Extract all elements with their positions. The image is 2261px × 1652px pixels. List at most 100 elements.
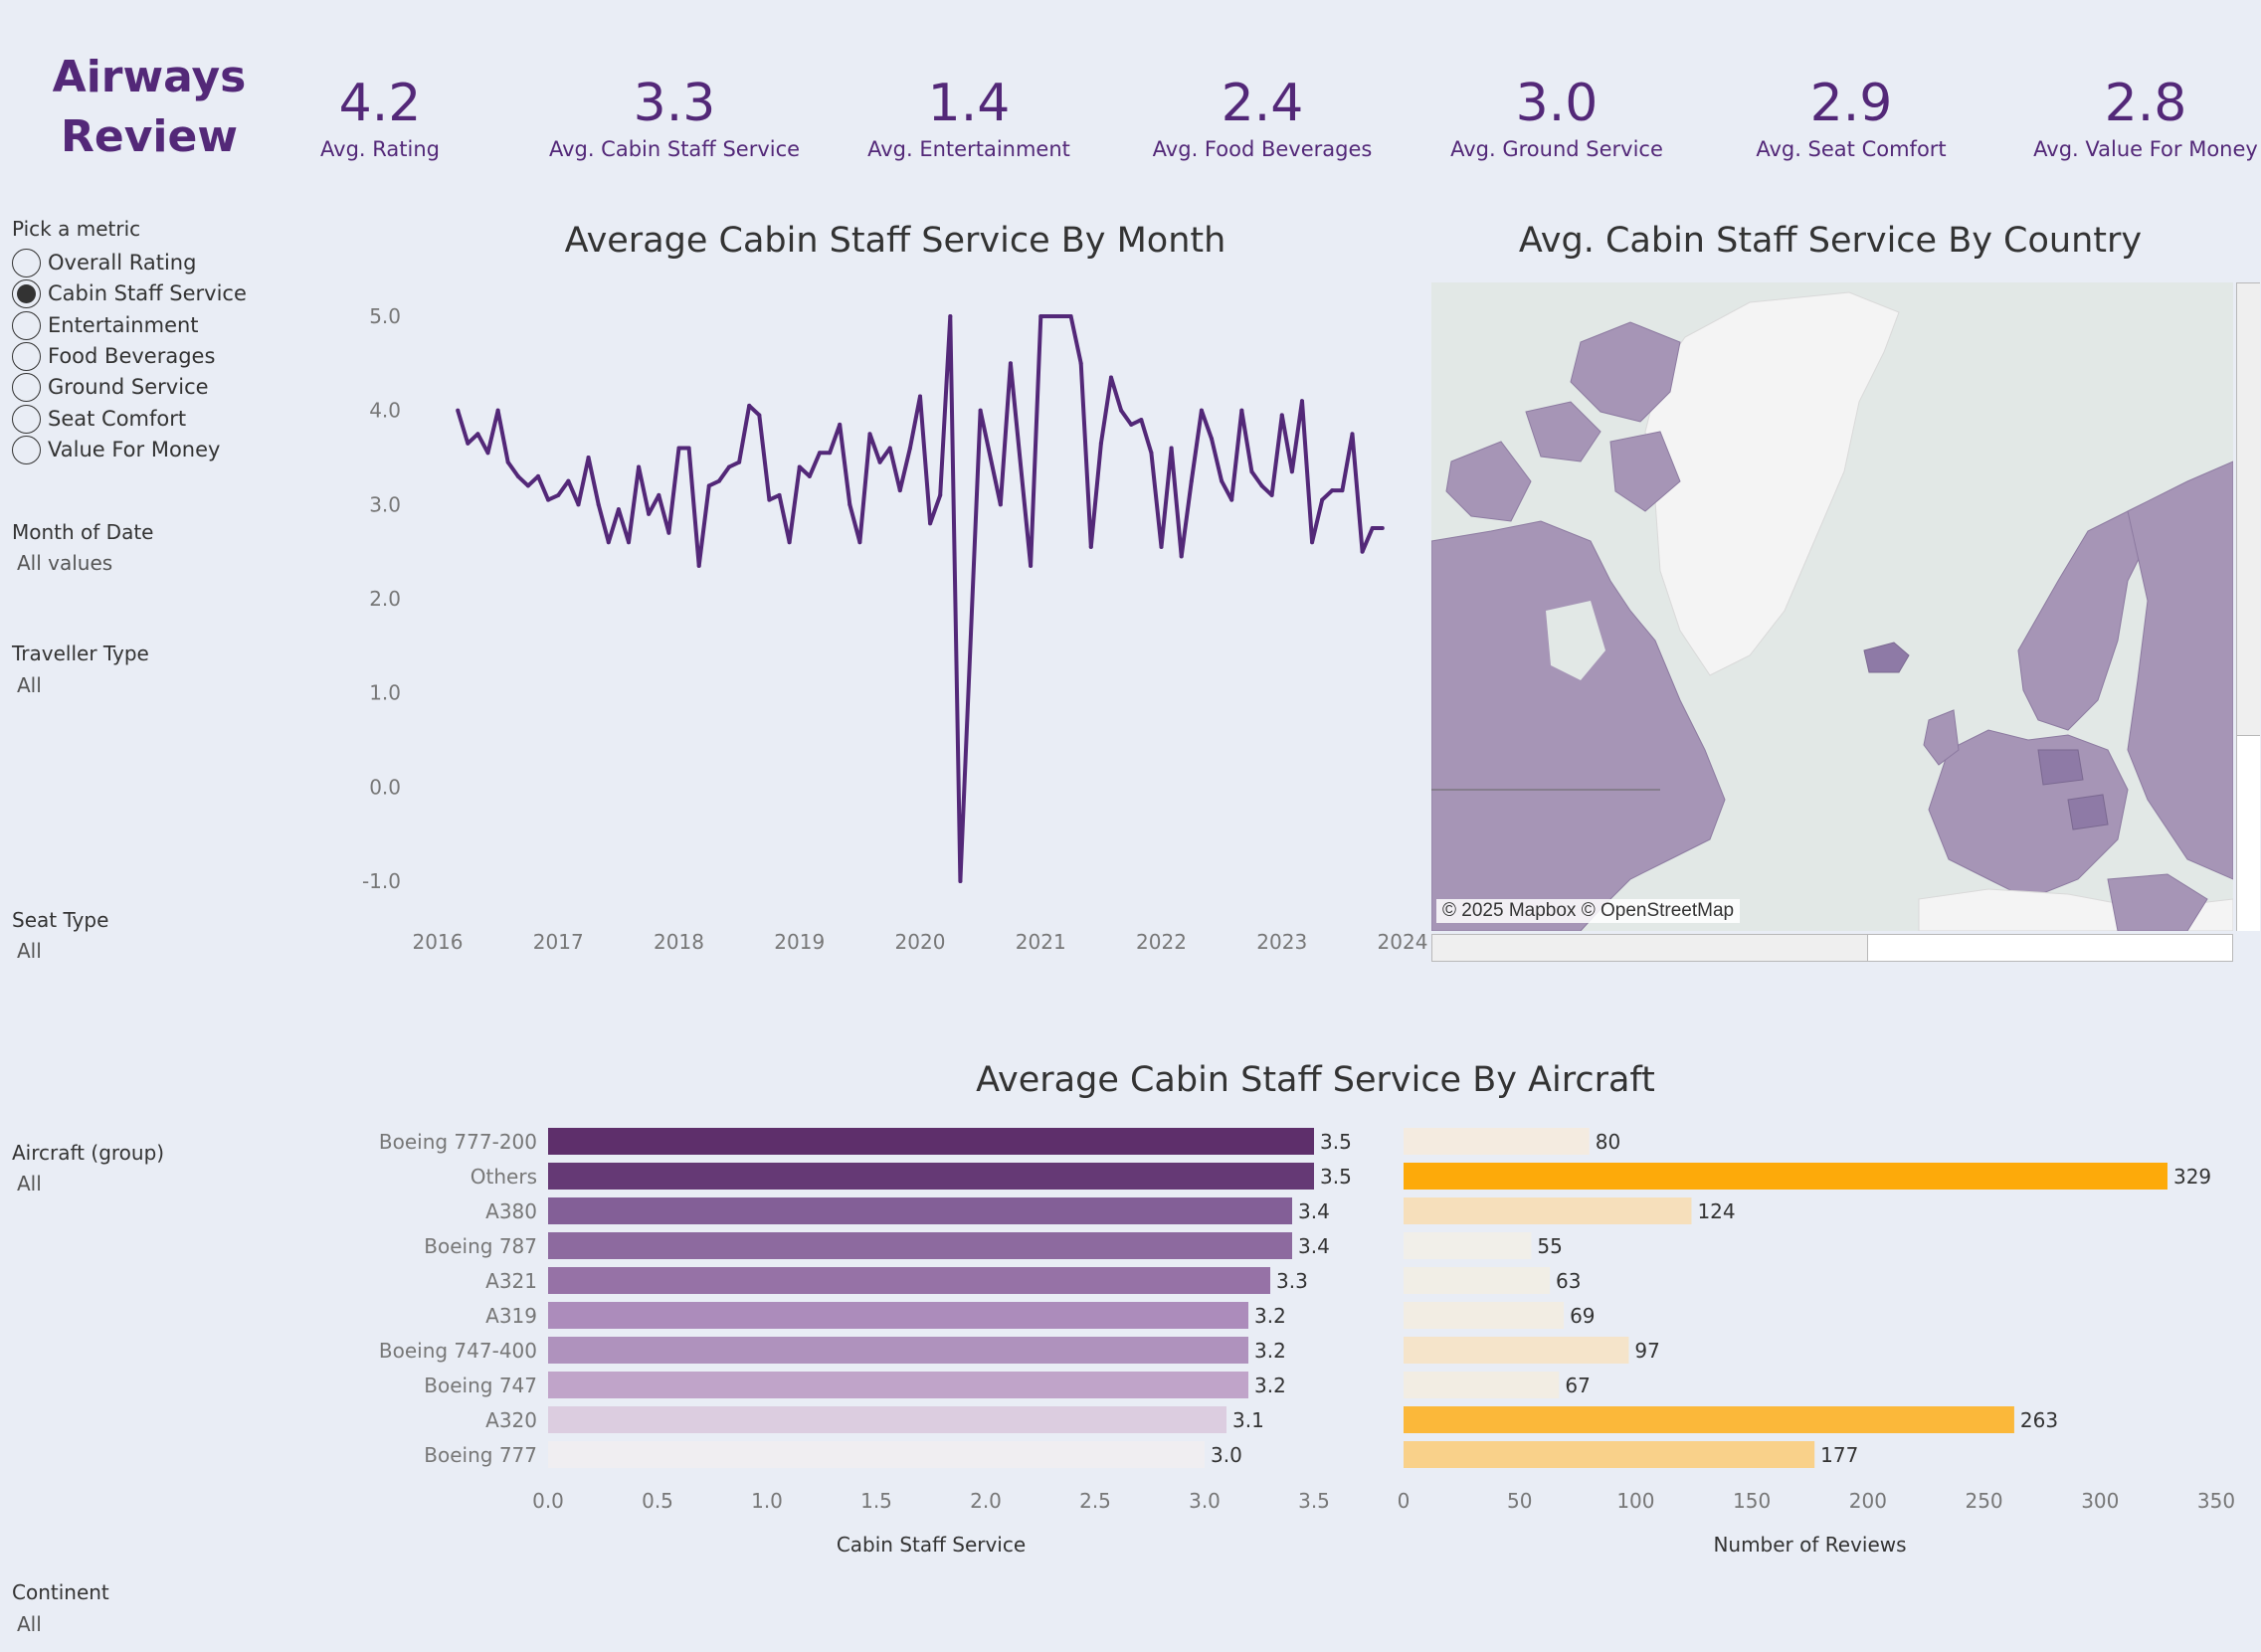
map-horizontal-scrollbar[interactable] bbox=[1431, 934, 2233, 962]
continent-filter-value[interactable]: All bbox=[17, 1612, 42, 1636]
data-point bbox=[737, 459, 742, 464]
radio-button[interactable] bbox=[12, 248, 41, 277]
data-point bbox=[978, 408, 983, 413]
russia[interactable] bbox=[2127, 460, 2233, 880]
month-filter-label: Month of Date bbox=[12, 520, 154, 544]
bar bbox=[548, 1128, 1314, 1155]
map-vertical-scrollbar[interactable] bbox=[2236, 282, 2260, 931]
bar bbox=[548, 1267, 1270, 1294]
data-point bbox=[948, 314, 953, 318]
radio-button[interactable] bbox=[12, 404, 41, 434]
x-tick-label: 2018 bbox=[654, 930, 704, 954]
kpi-rating: 4.2 Avg. Rating bbox=[236, 72, 524, 163]
poland[interactable] bbox=[2037, 749, 2084, 786]
scrollbar-thumb[interactable] bbox=[1432, 935, 1868, 961]
data-point bbox=[747, 403, 752, 408]
map-attribution[interactable]: © 2025 Mapbox © OpenStreetMap bbox=[1436, 899, 1741, 923]
romania[interactable] bbox=[2067, 794, 2109, 830]
bar-chart-title: Average Cabin Staff Service By Aircraft bbox=[976, 1060, 1655, 1100]
data-point bbox=[616, 507, 621, 512]
data-point bbox=[1078, 361, 1083, 366]
iceland[interactable] bbox=[1863, 642, 1910, 673]
uk[interactable] bbox=[1923, 709, 1960, 766]
bar-value-label: 124 bbox=[1697, 1199, 1735, 1223]
x-tick-label: 200 bbox=[1849, 1489, 1887, 1513]
kpi-value: 2.8 bbox=[2104, 74, 2187, 133]
bar-value-label: 329 bbox=[2173, 1165, 2211, 1189]
radio-button-selected[interactable] bbox=[12, 278, 41, 308]
middle-east[interactable] bbox=[2107, 873, 2208, 931]
data-point bbox=[848, 502, 852, 507]
data-point bbox=[1159, 544, 1164, 549]
data-point bbox=[676, 446, 681, 451]
data-point bbox=[817, 451, 822, 456]
data-point bbox=[466, 441, 471, 446]
x-tick-label: 3.0 bbox=[1189, 1489, 1221, 1513]
metric-option-entertainment[interactable]: Entertainment bbox=[12, 310, 199, 340]
x-tick-label: 300 bbox=[2081, 1489, 2119, 1513]
metric-option-cabin-staff-service[interactable]: Cabin Staff Service bbox=[12, 278, 247, 308]
metric-option-seat-comfort[interactable]: Seat Comfort bbox=[12, 404, 186, 434]
country-map[interactable] bbox=[1431, 282, 2233, 931]
bar bbox=[1404, 1337, 1629, 1364]
x-tick-label: 2022 bbox=[1136, 930, 1187, 954]
bar bbox=[1404, 1163, 2167, 1190]
kpi-label: Avg. Cabin Staff Service bbox=[548, 137, 801, 161]
scrollbar-thumb[interactable] bbox=[2237, 735, 2260, 931]
bar bbox=[1404, 1267, 1551, 1294]
data-point bbox=[797, 464, 802, 469]
radio-button[interactable] bbox=[12, 341, 41, 371]
x-tick-label: 0.5 bbox=[642, 1489, 673, 1513]
metric-option-value-for-money[interactable]: Value For Money bbox=[12, 435, 220, 464]
bar bbox=[1404, 1197, 1692, 1224]
bar bbox=[1404, 1441, 1815, 1468]
radio-button[interactable] bbox=[12, 435, 41, 464]
bar-value-label: 3.0 bbox=[1211, 1443, 1242, 1467]
x-tick-label: 2017 bbox=[533, 930, 584, 954]
data-point bbox=[1330, 488, 1335, 493]
seat-filter-value[interactable]: All bbox=[17, 939, 42, 963]
data-point bbox=[1320, 497, 1325, 502]
arctic-islands[interactable] bbox=[1445, 321, 1681, 522]
bar-value-label: 55 bbox=[1537, 1234, 1562, 1258]
kpi-entertainment: 1.4 Avg. Entertainment bbox=[825, 72, 1113, 163]
radio-button[interactable] bbox=[12, 310, 41, 340]
category-label: A320 bbox=[485, 1408, 537, 1432]
month-filter-value[interactable]: All values bbox=[17, 551, 113, 575]
metric-option-food-beverages[interactable]: Food Beverages bbox=[12, 341, 215, 371]
data-point bbox=[606, 540, 611, 545]
bar bbox=[548, 1406, 1226, 1433]
category-label: Boeing 787 bbox=[424, 1234, 537, 1258]
radio-button[interactable] bbox=[12, 372, 41, 402]
data-point bbox=[1149, 451, 1154, 456]
metric-option-overall-rating[interactable]: Overall Rating bbox=[12, 248, 196, 277]
line-chart[interactable]: 5.0 4.0 3.0 2.0 1.0 0.0 -1.0 2016 2017 2018 2019 20… bbox=[0, 0, 1432, 975]
bar-value-label: 63 bbox=[1556, 1269, 1581, 1293]
data-point bbox=[807, 473, 812, 478]
aircraft-filter-value[interactable]: All bbox=[17, 1172, 42, 1195]
scandinavia[interactable] bbox=[2017, 510, 2149, 731]
aircraft-filter-label: Aircraft (group) bbox=[12, 1141, 165, 1165]
category-label: A380 bbox=[485, 1199, 537, 1223]
data-point bbox=[515, 473, 520, 478]
metric-option-ground-service[interactable]: Ground Service bbox=[12, 372, 209, 402]
data-point bbox=[1229, 497, 1234, 502]
data-point bbox=[586, 456, 591, 459]
data-point bbox=[647, 511, 652, 516]
bar-value-label: 3.4 bbox=[1298, 1234, 1330, 1258]
x-tick-label: 50 bbox=[1507, 1489, 1532, 1513]
kpi-label: Avg. Entertainment bbox=[867, 137, 1070, 161]
x-tick-label: 150 bbox=[1733, 1489, 1771, 1513]
data-point bbox=[998, 502, 1003, 507]
data-point bbox=[1310, 540, 1315, 545]
data-point bbox=[546, 497, 551, 502]
traveller-filter-value[interactable]: All bbox=[17, 673, 42, 697]
data-point bbox=[787, 540, 792, 545]
bar-value-label: 3.5 bbox=[1320, 1130, 1352, 1154]
data-point bbox=[828, 451, 833, 456]
data-point bbox=[767, 497, 772, 502]
data-point bbox=[1289, 469, 1294, 474]
data-point bbox=[525, 483, 530, 488]
kpi-value: 4.2 bbox=[338, 74, 422, 133]
